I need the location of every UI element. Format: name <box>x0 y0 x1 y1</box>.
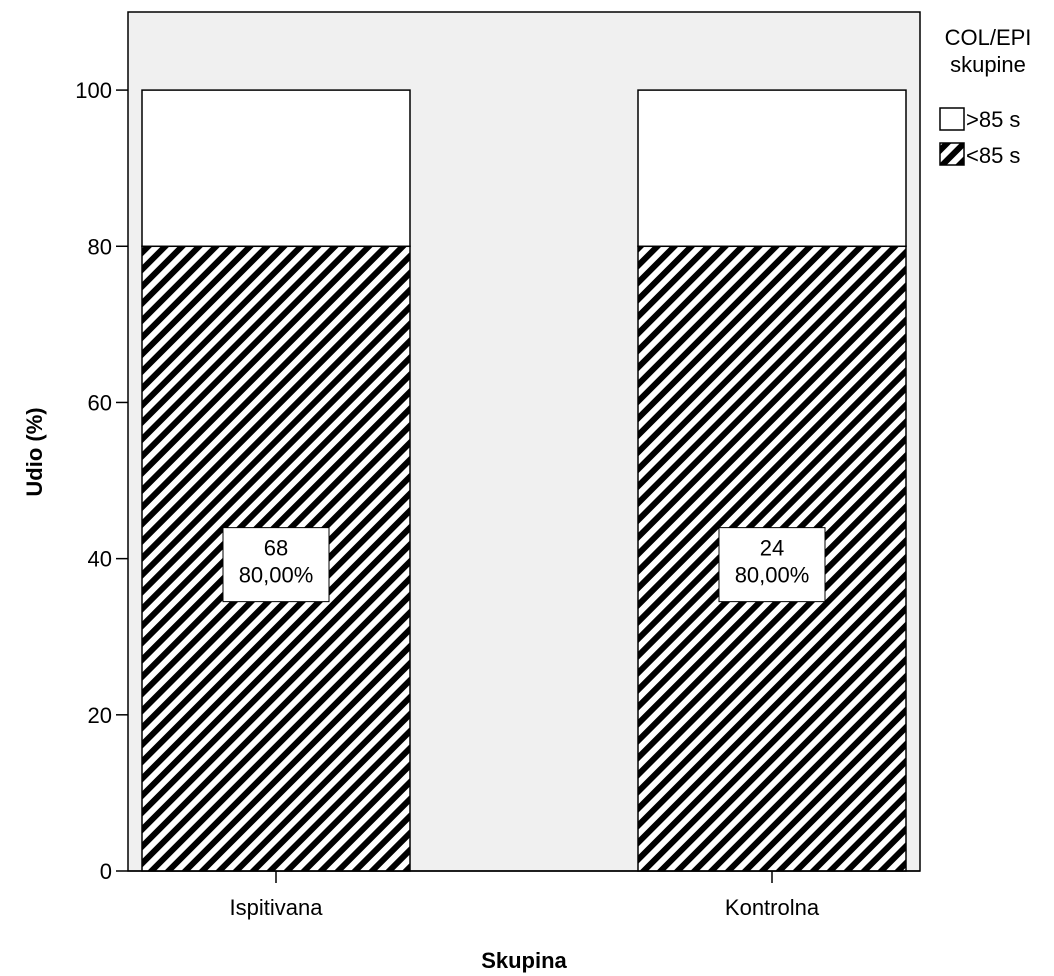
y-tick-label: 60 <box>88 390 112 415</box>
y-axis: 0 20 40 60 80 100 <box>75 78 128 884</box>
legend-swatch-hatched <box>939 142 965 166</box>
bar-segment <box>141 89 411 248</box>
data-label: 80,00% <box>735 563 810 588</box>
legend-title-line-2: skupine <box>950 52 1026 77</box>
bar-segment <box>637 89 907 248</box>
y-tick-label: 40 <box>88 547 112 572</box>
data-label: 68 <box>264 536 288 561</box>
y-axis-title: Udio (%) <box>22 407 47 496</box>
legend-label-below-85: <85 s <box>966 143 1020 168</box>
legend-title-line-1: COL/EPI <box>945 25 1032 50</box>
legend-label-above-85: >85 s <box>966 107 1020 132</box>
y-tick-label: 0 <box>100 859 112 884</box>
data-label: 80,00% <box>239 563 314 588</box>
y-tick-label: 100 <box>75 78 112 103</box>
data-label: 24 <box>760 536 784 561</box>
x-axis-title: Skupina <box>481 948 567 973</box>
x-tick-label: Ispitivana <box>230 895 324 920</box>
data-label-box <box>718 527 826 603</box>
x-axis: Ispitivana Kontrolna <box>128 870 920 920</box>
legend-swatch-white <box>939 107 965 131</box>
y-tick-label: 20 <box>88 703 112 728</box>
bars <box>141 89 907 872</box>
legend: COL/EPI skupine >85 s <85 s <box>939 25 1032 168</box>
y-tick-label: 80 <box>88 234 112 259</box>
data-label-box <box>222 527 330 603</box>
x-tick-label: Kontrolna <box>725 895 820 920</box>
